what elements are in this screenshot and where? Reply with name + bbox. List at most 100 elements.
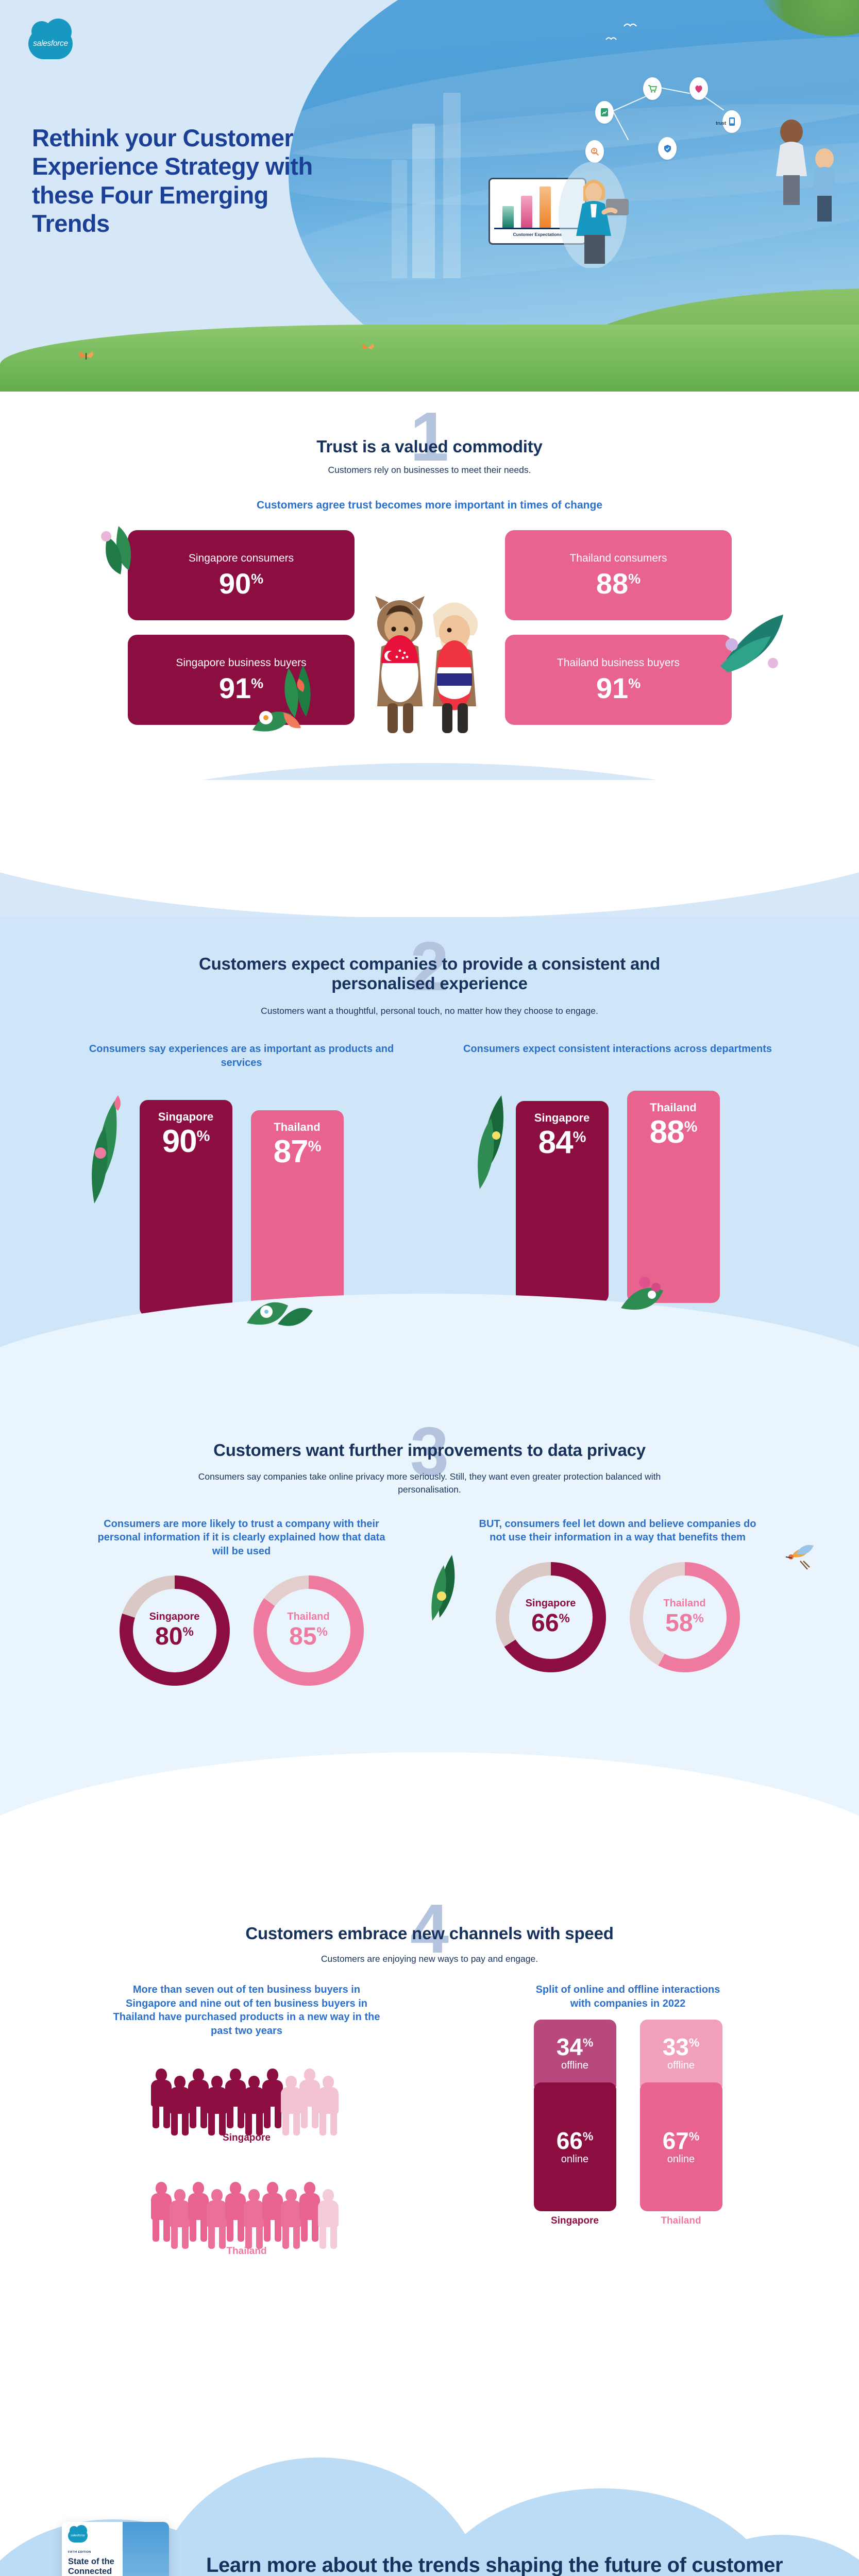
bar-unit: % xyxy=(308,1138,322,1155)
page-title: Rethink your Customer Experience Strateg… xyxy=(32,124,313,238)
bar-value: 87 xyxy=(273,1134,309,1170)
tree-icon xyxy=(757,0,859,36)
segment-unit: % xyxy=(582,2129,594,2143)
section-number: 3 xyxy=(410,1413,449,1490)
report-cover-card[interactable]: salesforce FIFTH EDITION State of the Co… xyxy=(62,2522,169,2576)
stat-card: Singapore business buyers 91% xyxy=(128,635,355,725)
chart-heading: Consumers say experiences are as importa… xyxy=(89,1043,394,1069)
donut-label: Singapore xyxy=(149,1611,200,1623)
donut-chart: Thailand 58% xyxy=(629,1562,740,1672)
person-icon xyxy=(280,2189,302,2249)
chart-heading: Consumers are more likely to trust a com… xyxy=(97,1518,385,1557)
split-chart-heading: Split of online and offline interactions… xyxy=(535,1984,720,2009)
section-title: Customers want further improvements to d… xyxy=(213,1440,646,1460)
wave-divider xyxy=(0,763,859,918)
person-icon-muted xyxy=(317,2075,340,2136)
report-edition: FIFTH EDITION xyxy=(68,2551,91,2554)
section-title: Trust is a valued commodity xyxy=(316,437,543,456)
person-icon-muted xyxy=(298,2068,321,2128)
section-subtitle: Customers rely on businesses to meet the… xyxy=(328,465,531,475)
donut-unit: % xyxy=(316,1625,328,1639)
cta-section: salesforce FIFTH EDITION State of the Co… xyxy=(0,2411,859,2576)
section-title: Customers embrace new channels with spee… xyxy=(245,1924,614,1943)
hummingbird-icon xyxy=(783,1541,819,1575)
donut-unit: % xyxy=(559,1612,570,1626)
person-icon xyxy=(243,2075,265,2136)
split-chart-group: Split of online and offline interactions… xyxy=(463,1983,793,2257)
section-number: 2 xyxy=(410,927,449,1005)
person-icon xyxy=(298,2181,321,2242)
section-title: Customers expect companies to provide a … xyxy=(198,954,661,993)
stat-label: Thailand business buyers xyxy=(557,657,680,669)
segment-name: offline xyxy=(561,2059,588,2071)
donut-value: 66 xyxy=(531,1609,559,1637)
leaf-icon xyxy=(426,1554,473,1623)
bar: Thailand 87% xyxy=(250,1110,344,1317)
section-number: 4 xyxy=(410,1890,449,1968)
pictogram-row-singapore xyxy=(66,2051,427,2136)
split-column-label: Singapore xyxy=(551,2215,599,2227)
section-subtitle: Consumers say companies take online priv… xyxy=(198,1471,661,1495)
segment-offline: 33% offline xyxy=(639,2020,722,2087)
bar-unit: % xyxy=(572,1129,586,1146)
trust-label: trust xyxy=(716,121,726,126)
person-icon-muted xyxy=(280,2075,302,2136)
salesforce-logo[interactable]: salesforce xyxy=(28,19,73,59)
segment-value: 67 xyxy=(662,2127,689,2154)
segment-unit: % xyxy=(582,2036,594,2049)
presenter-illustration xyxy=(557,155,629,270)
person-icon-muted xyxy=(317,2189,340,2249)
segment-name: offline xyxy=(667,2059,695,2071)
bar: Singapore 90% xyxy=(139,1100,232,1317)
donut-label: Thailand xyxy=(663,1598,706,1609)
segment-online: 67% online xyxy=(639,2082,722,2212)
stat-unit: % xyxy=(628,675,641,691)
segment-offline: 34% offline xyxy=(533,2020,616,2087)
person-icon xyxy=(187,2068,210,2128)
mobile-icon xyxy=(722,110,741,133)
segment-online: 66% online xyxy=(533,2082,616,2212)
chart-heading: Consumers expect consistent interactions… xyxy=(463,1043,772,1055)
segment-name: online xyxy=(667,2153,695,2165)
bar-label: Singapore xyxy=(534,1111,590,1124)
hero-section: trust Customer Expectations xyxy=(0,0,859,392)
pictogram-heading: More than seven out of ten business buye… xyxy=(113,1984,380,2037)
bar-label: Thailand xyxy=(274,1121,321,1134)
bar-unit: % xyxy=(196,1128,210,1145)
stat-unit: % xyxy=(628,571,641,587)
segment-value: 66 xyxy=(556,2127,583,2154)
stat-card-group: Singapore consumers 90% Singapore busine… xyxy=(0,526,859,736)
bar-value: 90 xyxy=(162,1124,197,1160)
section-trust: 1 Trust is a valued commodity Customers … xyxy=(0,392,859,918)
person-icon xyxy=(224,2181,247,2242)
bar-unit: % xyxy=(684,1118,698,1136)
search-person-icon xyxy=(585,140,604,163)
stat-label: Singapore consumers xyxy=(188,552,294,565)
stat-card: Thailand consumers 88% xyxy=(505,530,732,621)
badge-icon xyxy=(658,137,677,160)
wave-divider xyxy=(0,1752,859,1881)
cart-icon xyxy=(643,77,662,100)
bar-value: 84 xyxy=(538,1124,574,1160)
chart-group: Consumers expect consistent interactions… xyxy=(458,1042,778,1316)
person-icon xyxy=(150,2181,173,2242)
logo-text: salesforce xyxy=(33,39,68,48)
mascot-illustration xyxy=(356,591,505,745)
segment-value: 34 xyxy=(556,2033,583,2060)
heart-icon xyxy=(689,77,708,100)
person-icon xyxy=(224,2068,247,2128)
chart-heading: BUT, consumers feel let down and believe… xyxy=(479,1518,756,1544)
stat-value: 91 xyxy=(596,672,629,705)
stat-label: Thailand consumers xyxy=(569,552,667,565)
section-banner: Customers agree trust becomes more impor… xyxy=(257,499,602,512)
chart-icon xyxy=(595,101,614,124)
segment-unit: % xyxy=(688,2129,700,2143)
person-icon xyxy=(243,2189,265,2249)
person-icon xyxy=(261,2181,284,2242)
stat-card: Thailand business buyers 91% xyxy=(505,635,732,725)
family-illustration xyxy=(752,98,850,234)
bar-label: Thailand xyxy=(650,1100,697,1114)
segment-value: 33 xyxy=(662,2033,689,2060)
cta-headline: Learn more about the trends shaping the … xyxy=(206,2554,783,2576)
